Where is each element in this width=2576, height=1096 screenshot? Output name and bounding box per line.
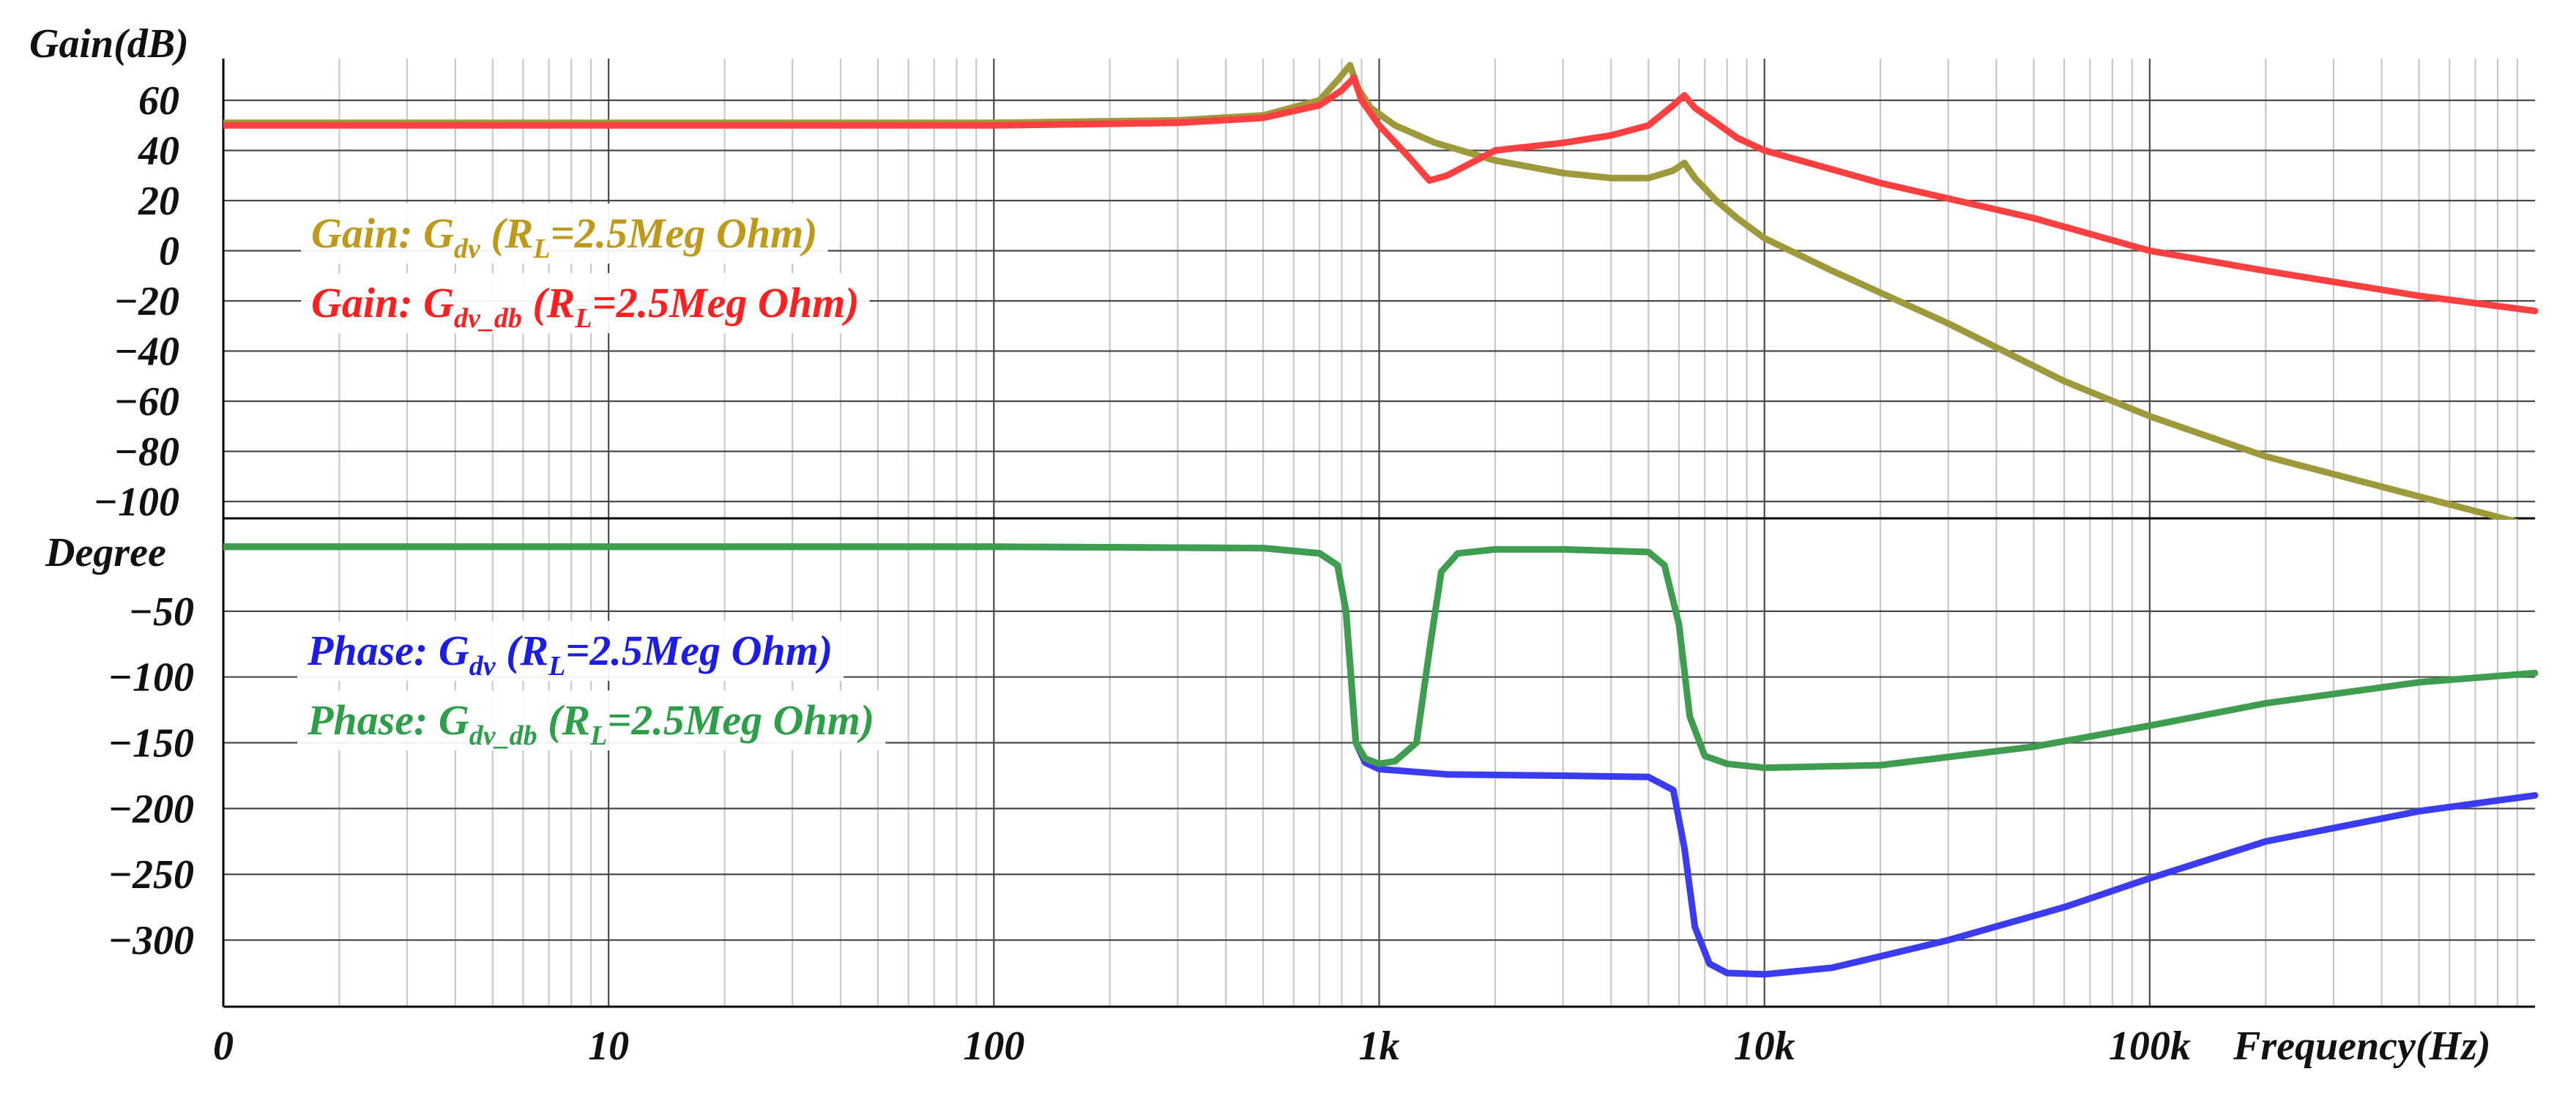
phase-legend-entry-2: Phase: Gdv_db (RL=2.5Meg Ohm) [297,690,886,751]
gain-series-2-line [223,74,2539,315]
x-tick-label: 10 [588,1024,629,1069]
gain-legend-entry-1: Gain: Gdv (RL=2.5Meg Ohm) [301,204,828,264]
gain-y-tick-label: 0 [159,229,179,275]
x-tick-label: 1k [1359,1024,1400,1069]
gain-y-tick-label: −60 [113,379,179,425]
phase-legend-label: Phase: Gdv (RL=2.5Meg Ohm) [307,627,833,682]
legend-layer: Gain: Gdv (RL=2.5Meg Ohm) Gain: Gdv_db (R… [297,204,886,751]
phase-axis-title: Degree [45,530,166,575]
gain-y-tick-label: −100 [93,480,179,525]
tick-layer: 6040200−20−40−60−80−100−50−100−150−200−2… [93,78,2191,1069]
gain-y-tick-label: −40 [113,329,179,375]
gain-series-1-line [223,61,2523,520]
gain-y-tick-label: −20 [113,279,179,324]
gain-axis-title: Gain(dB) [29,21,189,67]
phase-y-tick-label: −100 [108,655,194,701]
phase-y-tick-label: −300 [108,918,194,963]
phase-series-2-line [223,543,2539,772]
phase-y-tick-label: −50 [128,589,194,635]
phase-legend-entry-1: Phase: Gdv (RL=2.5Meg Ohm) [297,621,844,682]
x-tick-label: 100 [963,1024,1024,1069]
series-layer [223,61,2539,978]
phase-y-tick-label: −150 [108,721,194,767]
gain-y-tick-label: −80 [113,430,179,475]
x-axis-title: Frequency(Hz) [2233,1024,2491,1069]
gain-legend-label: Gain: Gdv_db (RL=2.5Meg Ohm) [311,279,860,334]
gain-legend-label: Gain: Gdv (RL=2.5Meg Ohm) [311,209,818,264]
gain-y-tick-label: 20 [138,179,179,224]
phase-y-tick-label: −250 [108,852,194,898]
phase-y-tick-label: −200 [108,786,194,832]
gain-y-tick-label: 60 [138,78,179,124]
x-tick-label: 0 [213,1024,234,1069]
phase-legend-label: Phase: Gdv_db (RL=2.5Meg Ohm) [307,696,874,751]
gain-y-tick-label: 40 [138,129,179,174]
gain-legend-entry-2: Gain: Gdv_db (RL=2.5Meg Ohm) [301,273,870,334]
x-tick-label: 10k [1734,1024,1795,1069]
x-tick-label: 100k [2109,1024,2191,1069]
